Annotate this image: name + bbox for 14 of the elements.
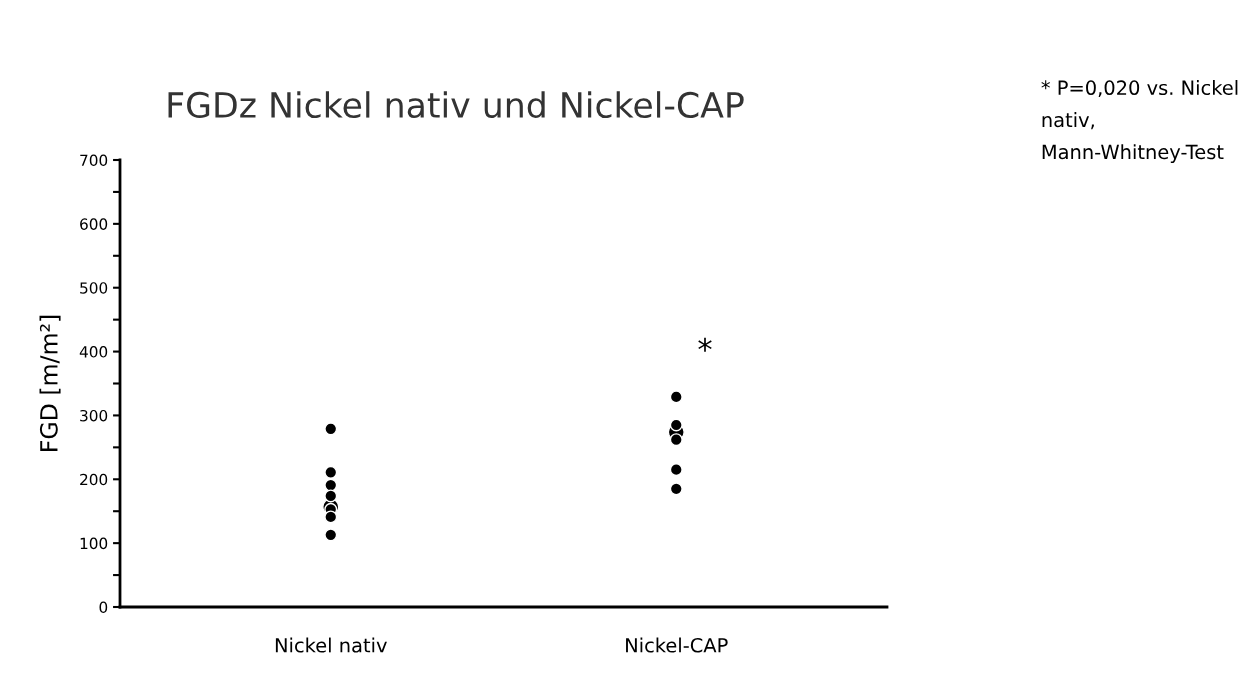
chart-title: FGDz Nickel nativ und Nickel-CAP <box>168 91 744 119</box>
y-tick-label: 0 <box>99 601 108 614</box>
x-tick-label: Nickel-CAP <box>626 637 728 653</box>
text: * P=0,020 vs. Nickel nativ, Mann-Whitney-Test <box>1041 80 1238 164</box>
y-tick-label: 700 <box>80 154 108 167</box>
y-axis-title: FGD [m/m²] <box>39 315 61 451</box>
x-tick-label: Nickel nativ <box>275 637 387 653</box>
y-tick-label: 100 <box>80 537 108 550</box>
y-tick-label: 600 <box>80 218 108 230</box>
y-tick-label: 300 <box>80 409 108 422</box>
y-tick-label: 400 <box>79 346 108 358</box>
y-tick-label: 500 <box>80 282 108 294</box>
annotation: * <box>698 337 712 352</box>
y-tick-label: 200 <box>80 473 108 486</box>
